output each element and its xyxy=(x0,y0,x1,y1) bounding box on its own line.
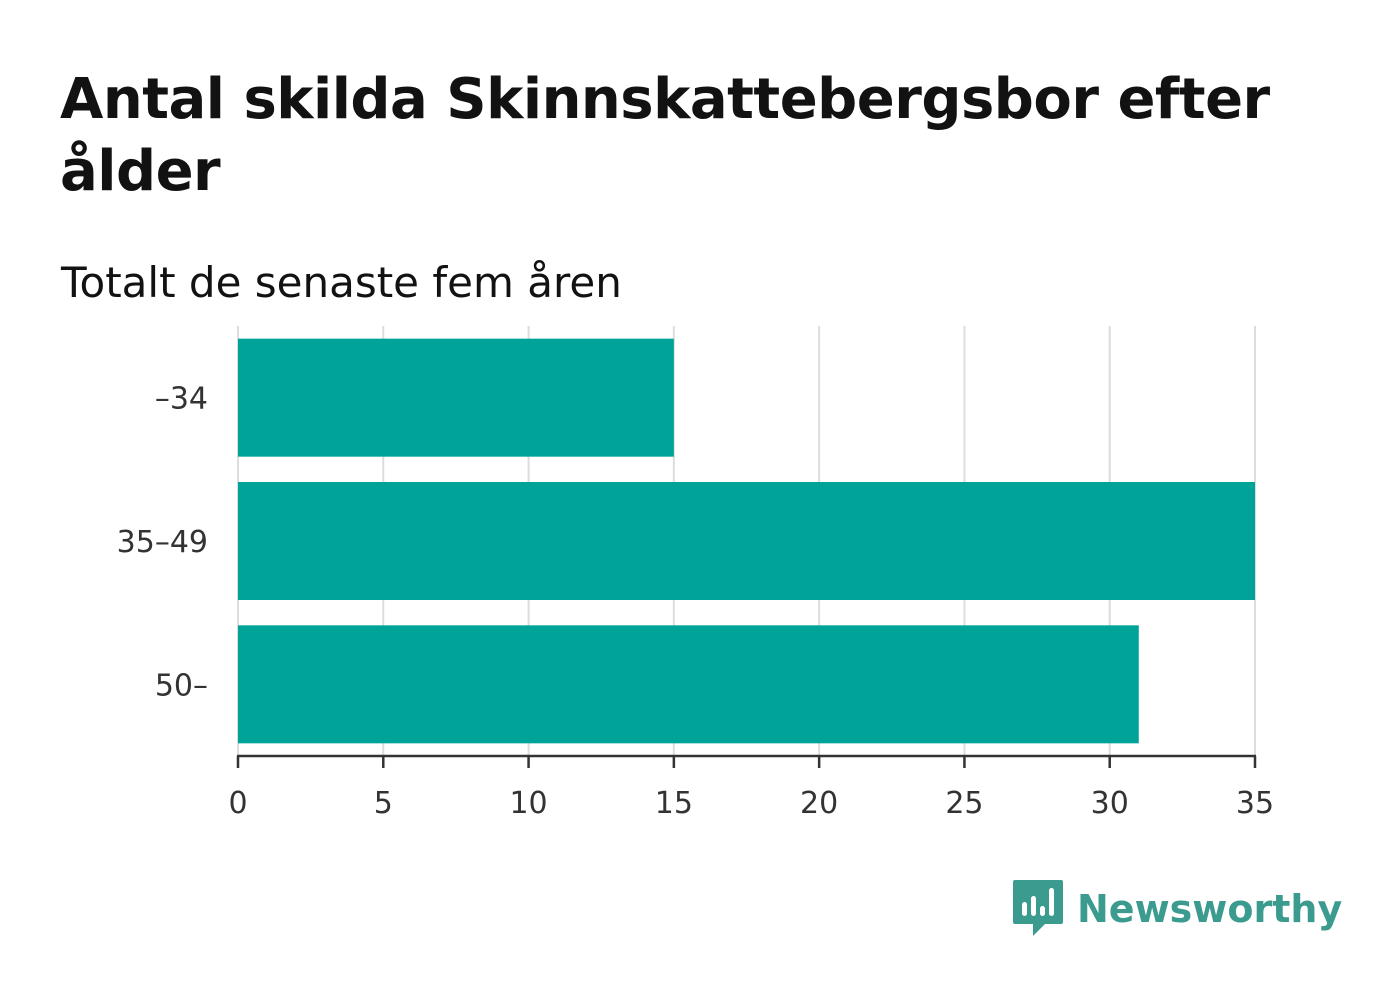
bar-chart-speech-bubble-icon xyxy=(1013,880,1063,936)
chart-subtitle: Totalt de senaste fem åren xyxy=(61,258,622,307)
category-label: –34 xyxy=(155,382,208,417)
category-label: 35–49 xyxy=(117,525,208,560)
x-tick-label: 5 xyxy=(374,786,393,821)
brand-name: Newsworthy xyxy=(1077,887,1343,931)
x-tick-label: 25 xyxy=(945,786,983,821)
bars xyxy=(238,338,1255,744)
newsworthy-logo: Newsworthy xyxy=(1011,878,1342,940)
chart-title: Antal skilda Skinnskattebergsbor efter å… xyxy=(60,67,1270,204)
bar xyxy=(238,338,674,457)
x-tick-label: 10 xyxy=(509,786,547,821)
x-tick-label: 0 xyxy=(228,786,247,821)
category-label: 50– xyxy=(155,668,208,703)
category-labels: –34 35–49 50– xyxy=(117,382,208,704)
x-tick-label: 15 xyxy=(655,786,693,821)
bar xyxy=(238,482,1255,600)
x-tick-label: 35 xyxy=(1236,786,1274,821)
bar xyxy=(238,625,1139,744)
x-tick-label: 30 xyxy=(1091,786,1129,821)
x-axis: 0 5 10 15 20 25 30 35 xyxy=(228,754,1274,821)
x-tick-label: 20 xyxy=(800,786,838,821)
